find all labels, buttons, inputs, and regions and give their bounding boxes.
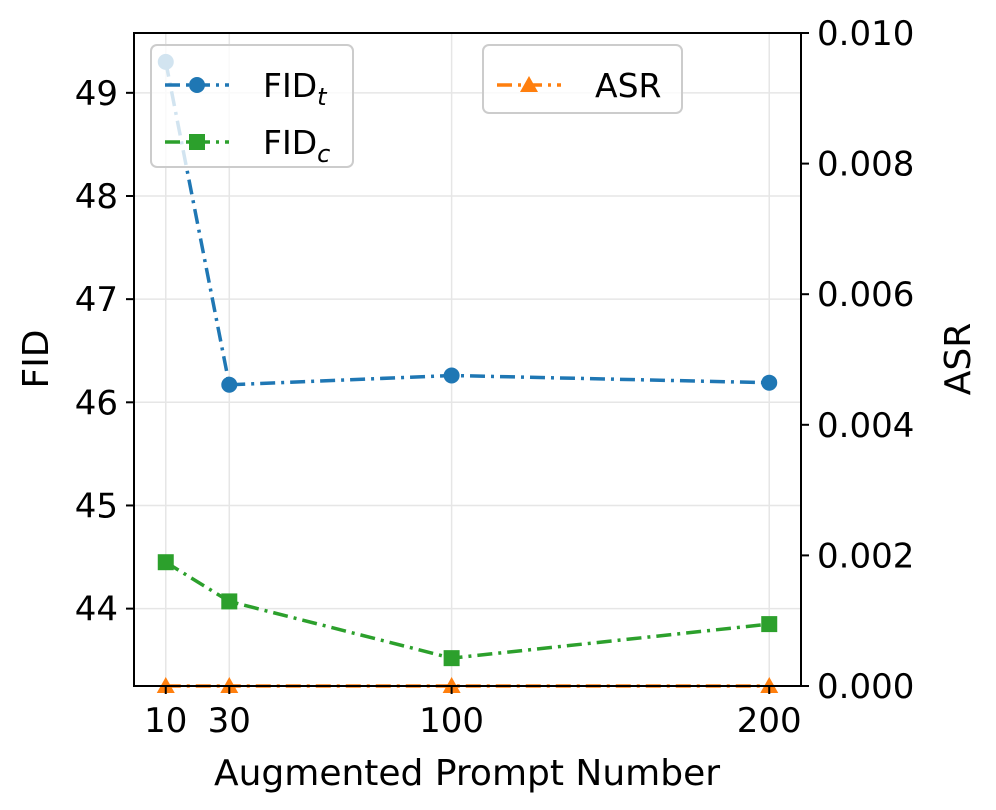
left-tick-label: 49 — [75, 74, 118, 114]
x-axis-title: Augmented Prompt Number — [214, 753, 720, 794]
series-1 — [157, 554, 778, 667]
right-axis-title: ASR — [938, 323, 979, 396]
data-point — [761, 374, 778, 391]
left-tick-label: 45 — [75, 486, 118, 526]
left-tick-label: 47 — [75, 280, 118, 320]
left-tick-label: 44 — [75, 590, 118, 630]
legend-marker — [520, 76, 538, 92]
right-tick-label: 0.008 — [817, 145, 914, 185]
data-point — [157, 554, 174, 571]
legend-label: FIDc — [263, 123, 330, 168]
right-tick-label: 0.010 — [817, 14, 914, 54]
x-axis-ticks: 10 30 100 200 — [144, 686, 802, 741]
right-tick-label: 0.004 — [817, 406, 914, 446]
data-point — [221, 376, 238, 393]
data-point — [443, 650, 460, 667]
left-tick-label: 46 — [75, 383, 118, 423]
data-point — [221, 593, 238, 610]
legend-left: FIDt FIDc — [150, 44, 354, 168]
plot-frame — [133, 32, 802, 687]
left-axis-title: FID — [16, 329, 57, 388]
x-tick-label: 200 — [737, 701, 802, 741]
x-tick-label: 100 — [419, 701, 484, 741]
legend-frame — [482, 44, 683, 114]
data-point — [761, 616, 778, 633]
right-tick-label: 0.002 — [817, 536, 914, 576]
right-axis-ticks: 0.000 0.002 0.004 0.006 0.008 0.010 — [801, 14, 914, 707]
legend-label: ASR — [595, 66, 661, 105]
series-line — [164, 61, 770, 387]
left-tick-label: 48 — [75, 177, 118, 217]
x-tick-label: 30 — [208, 701, 251, 741]
data-point — [443, 367, 460, 384]
series-line — [164, 560, 770, 660]
right-tick-label: 0.006 — [817, 275, 914, 315]
right-tick-label: 0.000 — [817, 667, 914, 707]
left-axis-ticks: 44 45 46 47 48 49 — [75, 74, 134, 630]
legend-marker — [189, 134, 205, 150]
x-tick-label: 10 — [144, 701, 187, 741]
legend-label: FIDt — [263, 66, 328, 111]
legend-right: ASR — [482, 44, 683, 114]
legend-marker — [189, 77, 205, 93]
